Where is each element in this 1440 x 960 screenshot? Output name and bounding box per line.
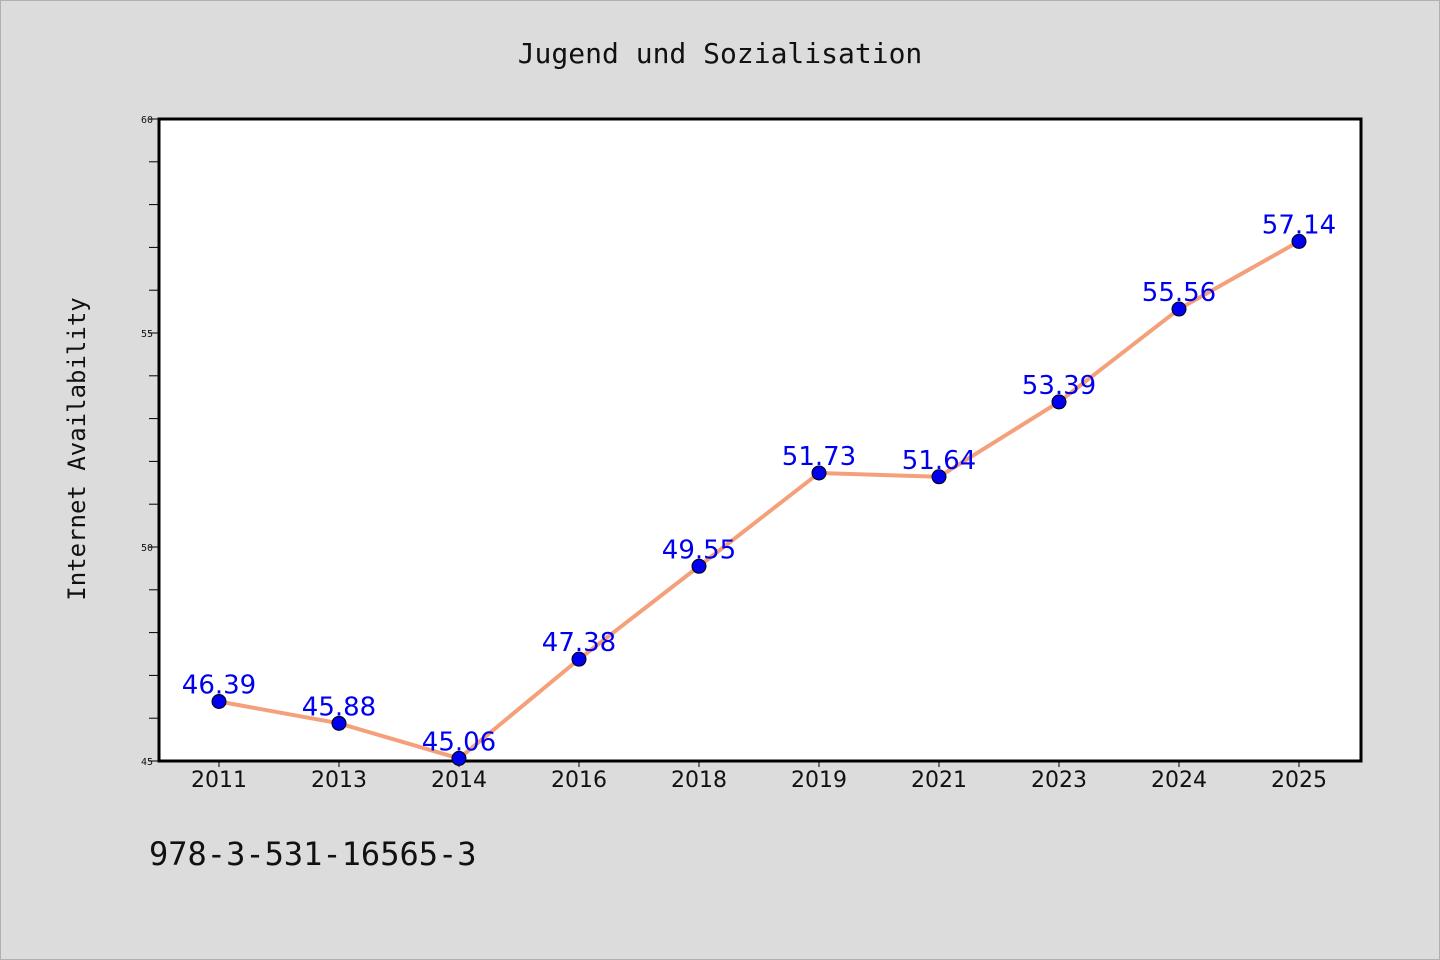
data-label: 53.39 <box>1022 371 1096 401</box>
data-point <box>211 694 227 710</box>
data-label: 45.06 <box>422 727 496 757</box>
data-label: 46.39 <box>182 671 256 701</box>
y-axis-label: Internet Availability <box>63 297 91 600</box>
data-label: 51.73 <box>782 442 856 472</box>
x-tick-label: 2025 <box>1271 768 1327 793</box>
data-point <box>1171 301 1187 317</box>
x-tick-label: 2011 <box>191 768 247 793</box>
x-tick-label: 2016 <box>551 768 607 793</box>
data-label: 51.64 <box>902 446 976 476</box>
data-point <box>811 465 827 481</box>
data-label: 47.38 <box>542 628 616 658</box>
x-tick-label: 2019 <box>791 768 847 793</box>
data-point <box>451 750 467 766</box>
x-axis-ticks: 2011 2013 2014 2016 2018 2019 2021 2023 2024 2025 <box>191 761 1327 793</box>
x-tick-label: 2018 <box>671 768 727 793</box>
data-label: 49.55 <box>662 535 736 565</box>
data-point <box>1051 394 1067 410</box>
data-point <box>331 715 347 731</box>
data-point <box>571 651 587 667</box>
y-tick-label: 55 <box>141 329 153 340</box>
y-tick-label: 60 <box>141 115 153 126</box>
x-tick-label: 2023 <box>1031 768 1087 793</box>
data-label: 57.14 <box>1262 210 1336 240</box>
isbn-text: 978-3-531-16565-3 <box>149 835 477 873</box>
x-tick-label: 2024 <box>1151 768 1207 793</box>
data-label-layer: 46.39 45.88 45.06 47.38 49.55 51.73 51.64 53.39… <box>182 210 1336 757</box>
y-tick-label: 45 <box>141 757 153 768</box>
data-point <box>931 469 947 485</box>
series-line <box>217 239 1301 761</box>
x-tick-label: 2013 <box>311 768 367 793</box>
x-tick-label: 2021 <box>911 768 967 793</box>
series-layer <box>211 233 1307 766</box>
data-point <box>691 558 707 574</box>
x-tick-label: 2014 <box>431 768 487 793</box>
y-tick-label: 50 <box>141 543 153 554</box>
data-label: 45.88 <box>302 692 376 722</box>
plot-area <box>157 117 1363 763</box>
data-label: 55.56 <box>1142 278 1216 308</box>
data-point <box>1291 233 1307 249</box>
y-axis-ticks: 45 50 55 60 <box>141 115 159 768</box>
chart-title: Jugend und Sozialisation <box>518 37 923 70</box>
